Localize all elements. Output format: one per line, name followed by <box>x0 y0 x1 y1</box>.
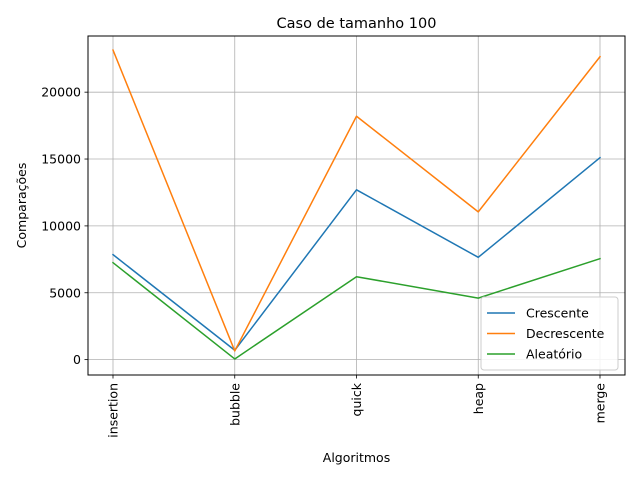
x-tick-label: quick <box>349 382 364 416</box>
y-tick-label: 5000 <box>49 285 81 300</box>
y-axis-label: Comparações <box>14 163 29 249</box>
x-axis: insertion bubble quick heap merge <box>106 375 608 438</box>
series-lines <box>111 49 602 360</box>
series-line-0 <box>111 156 602 352</box>
legend-box <box>480 296 619 371</box>
legend-label-1: Decrescente <box>526 326 605 341</box>
y-tick-label: 15000 <box>41 152 81 167</box>
chart-title: Caso de tamanho 100 <box>277 16 437 32</box>
y-tick-label: 20000 <box>41 85 81 100</box>
series-line-1 <box>112 49 602 352</box>
x-tick-label: bubble <box>227 383 242 426</box>
legend-label-2: Aleatório <box>526 347 582 362</box>
y-tick-label: 10000 <box>41 218 81 233</box>
legend-label-0: Crescente <box>526 306 589 321</box>
y-axis: 0 5000 10000 15000 20000 <box>41 85 88 367</box>
x-tick-label: merge <box>593 383 608 424</box>
legend: Crescente Decrescente Aleatório <box>480 296 619 371</box>
x-tick-label: heap <box>471 383 486 414</box>
x-tick-label: insertion <box>106 383 121 438</box>
series-line-2 <box>111 257 601 360</box>
y-tick-label: 0 <box>73 352 81 367</box>
grid-lines <box>88 36 625 375</box>
x-axis-label: Algoritmos <box>323 450 390 465</box>
